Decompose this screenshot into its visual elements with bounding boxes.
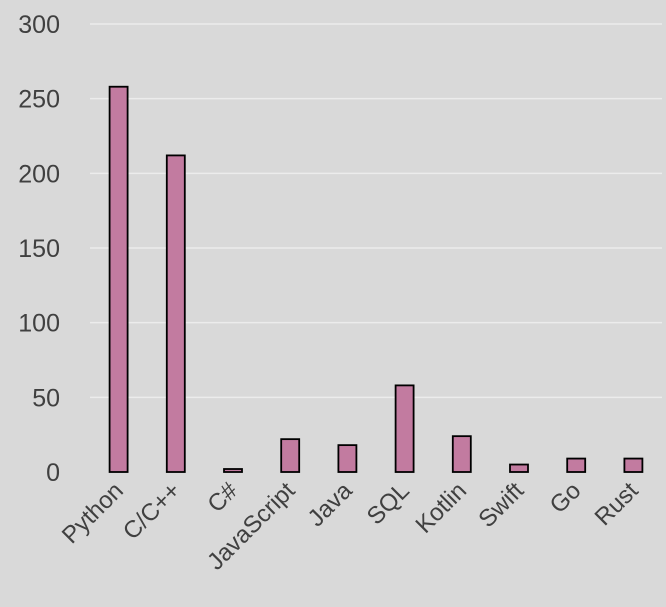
bar-kotlin <box>451 435 472 473</box>
y-axis-ticks: 0 50 100 150 200 250 300 <box>18 11 60 487</box>
bar-java <box>337 444 358 473</box>
bar-go <box>566 457 587 473</box>
bar-rust <box>623 457 644 473</box>
x-tick-label: C/C++ <box>118 477 186 545</box>
x-tick-label: SQL <box>362 477 415 530</box>
x-tick-label: Swift <box>473 477 529 533</box>
y-tick-label: 150 <box>18 235 60 263</box>
bar-c-c <box>165 154 186 473</box>
y-tick-label: 0 <box>46 459 60 487</box>
y-tick-label: 250 <box>18 86 60 114</box>
bars <box>108 85 644 473</box>
bar-python <box>108 85 129 473</box>
x-tick-label: Kotlin <box>410 477 472 539</box>
y-tick-label: 200 <box>18 160 60 188</box>
y-tick-label: 50 <box>32 384 60 412</box>
x-tick-label: Rust <box>590 477 644 531</box>
bar-sql <box>394 384 415 473</box>
x-tick-label: Go <box>545 477 587 519</box>
x-tick-label: Python <box>57 477 129 549</box>
bar-javascript <box>280 438 301 473</box>
bar-c <box>223 468 243 473</box>
x-tick-label: Java <box>303 477 358 532</box>
bar-swift <box>509 463 529 473</box>
y-tick-label: 300 <box>18 11 60 39</box>
y-tick-label: 100 <box>18 310 60 338</box>
x-tick-label: C# <box>202 477 243 518</box>
